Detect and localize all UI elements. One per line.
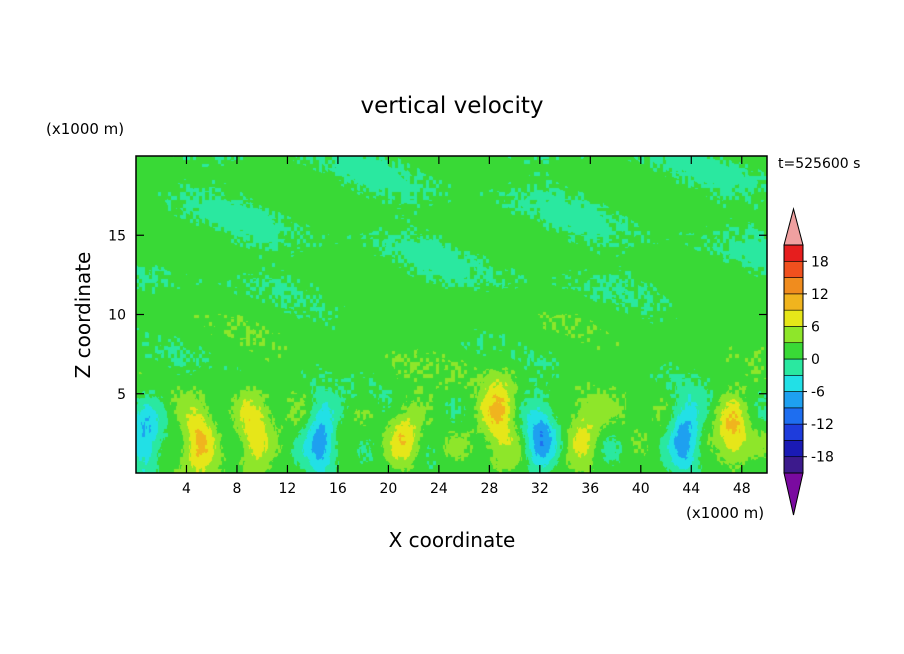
colorbar-swatch (783, 260, 804, 278)
y-unit-label: (x1000 m) (46, 120, 124, 138)
colorbar-swatch (783, 407, 804, 425)
x-tick-label: 24 (430, 481, 448, 497)
colorbar-swatch (783, 374, 804, 392)
colorbar-swatch (783, 440, 804, 458)
x-tick-label: 40 (632, 481, 650, 497)
colorbar-swatch (783, 391, 804, 409)
colorbar: 18 12 6 0 -6 -12 -18 (783, 207, 834, 516)
x-tick-label: 4 (182, 481, 191, 497)
y-tick-label: 5 (117, 387, 126, 403)
colorbar-swatch (783, 277, 804, 295)
colorbar-label: -6 (811, 385, 825, 401)
colorbar-swatch (783, 342, 804, 360)
time-label: t=525600 s (778, 156, 860, 172)
x-axis-title: X coordinate (389, 528, 516, 552)
colorbar-swatch (783, 423, 804, 441)
chart-title: vertical velocity (361, 93, 544, 119)
x-tick-label: 32 (531, 481, 549, 497)
x-tick-label: 8 (232, 481, 241, 497)
colorbar-swatch (783, 293, 804, 311)
plot-area (135, 155, 768, 474)
colorbar-label: 6 (811, 319, 820, 335)
colorbar-label: 12 (811, 287, 829, 303)
colorbar-label: -12 (811, 417, 834, 433)
velocity-field (136, 156, 767, 473)
colorbar-swatch (783, 326, 804, 344)
x-tick-label: 20 (379, 481, 397, 497)
colorbar-min-arrow (783, 472, 804, 516)
colorbar-label: -18 (811, 450, 834, 466)
x-tick-label: 44 (682, 481, 700, 497)
x-tick-label: 36 (581, 481, 599, 497)
colorbar-swatch (783, 309, 804, 327)
colorbar-label: 0 (811, 352, 820, 368)
colorbar-swatch (783, 244, 804, 262)
x-tick-label: 48 (733, 481, 751, 497)
colorbar-swatch (783, 456, 804, 474)
x-tick-label: 12 (279, 481, 297, 497)
x-unit-label: (x1000 m) (686, 504, 764, 522)
x-tick-label: 28 (480, 481, 498, 497)
colorbar-max-arrow (783, 207, 804, 246)
y-tick-label: 10 (108, 308, 126, 324)
x-tick-label: 16 (329, 481, 347, 497)
colorbar-label: 18 (811, 254, 829, 270)
y-tick-label: 15 (108, 228, 126, 244)
colorbar-swatch (783, 358, 804, 376)
x-axis: 4 8 12 16 20 24 28 32 36 40 44 48 (182, 156, 751, 497)
y-axis-title: Z coordinate (71, 252, 95, 379)
y-axis: 5 10 15 (108, 228, 767, 403)
